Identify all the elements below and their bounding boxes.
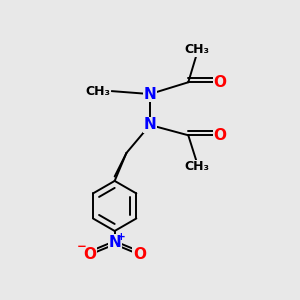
Text: +: + bbox=[117, 232, 125, 242]
Text: −: − bbox=[76, 240, 86, 253]
Text: O: O bbox=[214, 128, 226, 143]
Text: N: N bbox=[144, 87, 156, 102]
Text: O: O bbox=[133, 247, 146, 262]
Text: O: O bbox=[83, 247, 96, 262]
Text: CH₃: CH₃ bbox=[184, 44, 210, 56]
Text: N: N bbox=[108, 235, 121, 250]
Text: CH₃: CH₃ bbox=[184, 160, 210, 173]
Text: CH₃: CH₃ bbox=[85, 85, 110, 98]
Text: N: N bbox=[144, 118, 156, 133]
Text: O: O bbox=[214, 75, 226, 90]
